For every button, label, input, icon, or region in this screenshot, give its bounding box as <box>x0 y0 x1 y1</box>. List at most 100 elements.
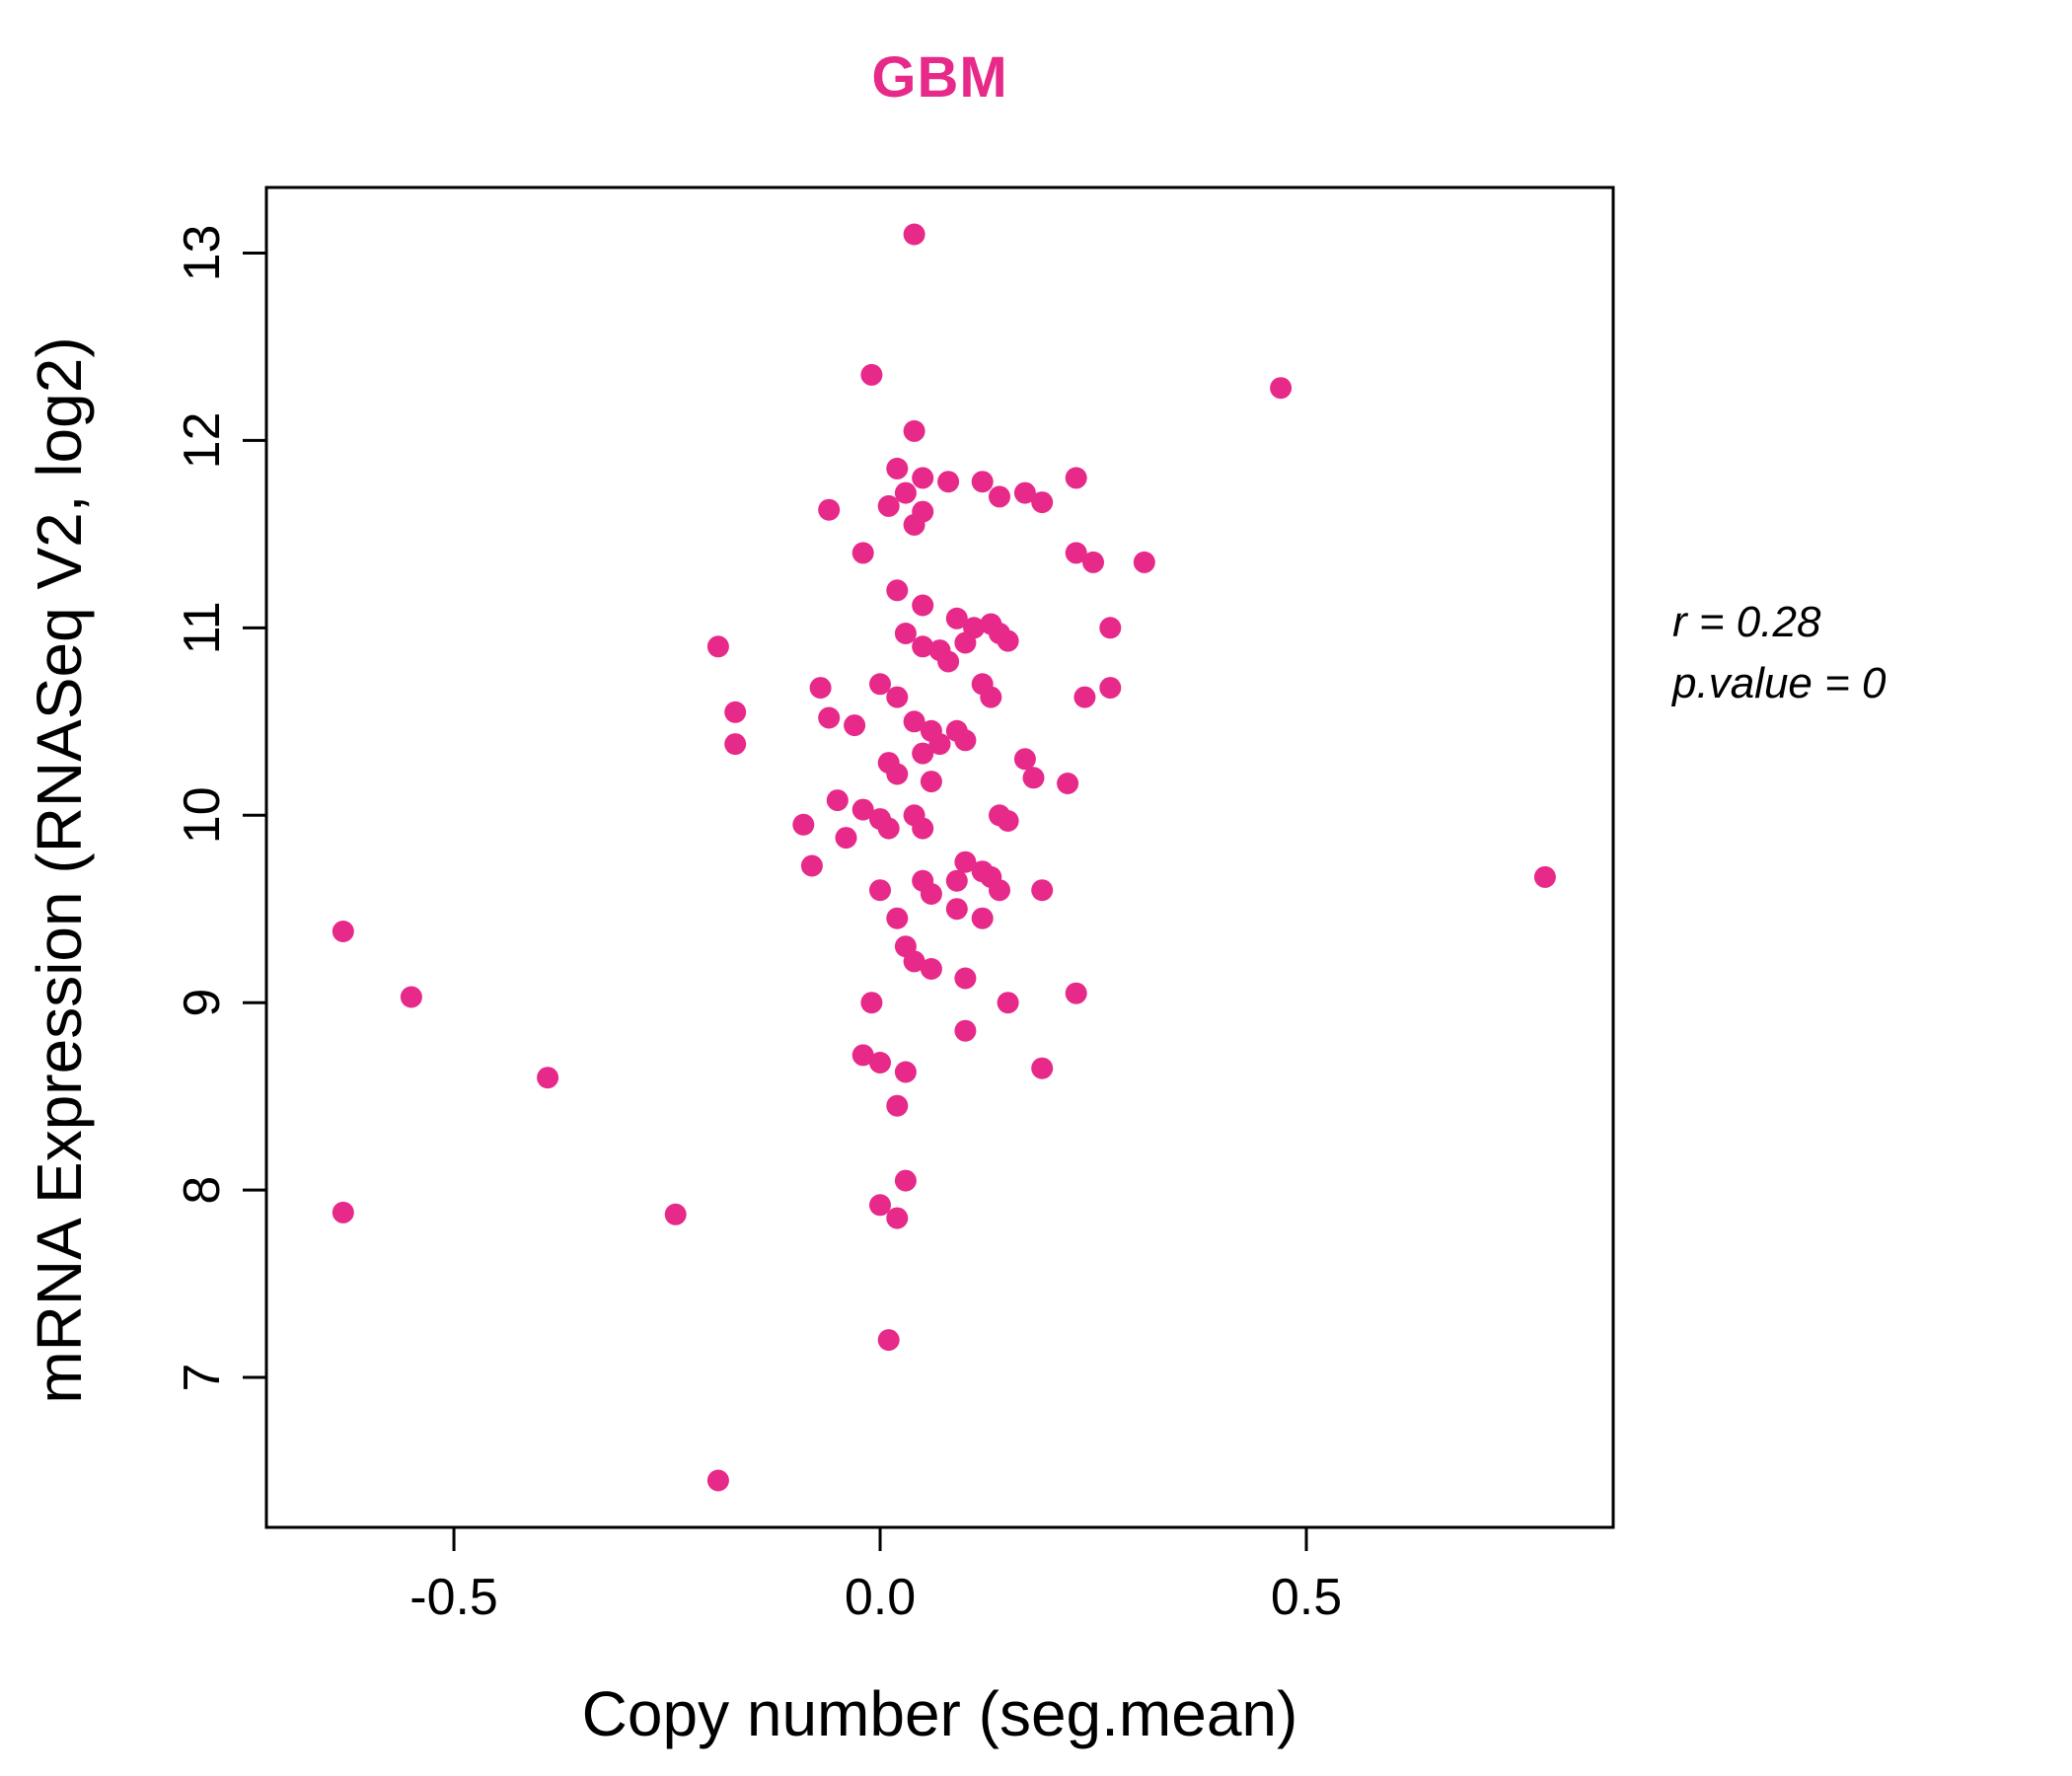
data-point <box>835 827 857 850</box>
data-point <box>989 879 1010 902</box>
data-point <box>928 733 951 756</box>
data-point <box>945 898 968 921</box>
data-point <box>954 851 977 873</box>
data-point <box>1013 748 1036 771</box>
data-point <box>869 1194 891 1217</box>
data-point <box>945 869 968 892</box>
data-point <box>903 419 925 442</box>
data-point <box>912 817 934 840</box>
y-tick-label: 11 <box>174 601 231 654</box>
data-point <box>997 992 1019 1014</box>
data-point <box>664 1203 687 1225</box>
data-point <box>903 223 925 246</box>
data-point <box>332 1201 354 1223</box>
data-point <box>894 623 917 644</box>
data-point <box>851 542 874 564</box>
y-tick-label: 12 <box>174 411 231 469</box>
data-point <box>1031 1057 1054 1079</box>
data-point <box>1099 677 1122 700</box>
data-point <box>886 579 909 602</box>
data-point <box>724 701 747 723</box>
chart-title: GBM <box>871 45 1008 110</box>
data-point <box>920 883 942 905</box>
data-point <box>1065 467 1087 489</box>
data-point <box>1065 982 1087 1004</box>
y-tick-label: 8 <box>174 1176 231 1205</box>
data-point <box>1031 491 1054 514</box>
data-point <box>1082 551 1104 573</box>
data-point <box>997 629 1019 652</box>
data-point <box>1133 551 1155 573</box>
data-point <box>980 686 1002 708</box>
data-point <box>886 763 909 785</box>
data-point <box>920 771 942 793</box>
data-point <box>903 710 925 733</box>
data-point <box>945 607 968 629</box>
data-point <box>971 471 994 493</box>
data-point <box>706 635 729 658</box>
y-tick-label: 10 <box>174 786 231 844</box>
data-point <box>886 907 909 929</box>
data-point <box>971 907 994 929</box>
y-tick-label: 13 <box>174 225 231 282</box>
data-point <box>886 1207 909 1229</box>
data-point <box>894 1061 917 1083</box>
data-point <box>1057 773 1079 794</box>
data-point <box>818 498 841 521</box>
data-point <box>1270 377 1293 400</box>
data-point <box>792 813 815 836</box>
data-point <box>886 1094 909 1117</box>
data-point <box>1031 879 1054 902</box>
data-point <box>954 729 977 752</box>
data-point <box>937 471 960 493</box>
data-point <box>400 986 422 1008</box>
data-point <box>954 1019 977 1042</box>
data-point <box>724 733 747 756</box>
data-point <box>886 457 909 480</box>
y-axis-label: mRNA Expression (RNASeq V2, log2) <box>24 336 95 1404</box>
data-point <box>818 706 841 729</box>
data-point <box>954 967 977 990</box>
data-point <box>332 921 354 942</box>
data-point <box>860 992 883 1014</box>
data-point <box>869 673 891 696</box>
data-point <box>809 677 832 700</box>
y-tick-label: 9 <box>174 989 231 1017</box>
data-point <box>912 635 934 658</box>
correlation-p-value: p.value = 0 <box>1672 659 1887 707</box>
data-point <box>937 650 960 673</box>
correlation-annotation: r = 0.28 p.value = 0 <box>1672 592 1887 714</box>
x-tick-label: 0.5 <box>1271 1569 1342 1626</box>
x-axis-label: Copy number (seg.mean) <box>581 1678 1298 1749</box>
data-point <box>894 1169 917 1192</box>
data-point <box>920 958 942 980</box>
data-point <box>1022 767 1045 789</box>
data-point <box>912 742 934 765</box>
data-point <box>851 1044 874 1067</box>
data-point <box>886 686 909 708</box>
data-point <box>997 810 1019 832</box>
data-point <box>1073 686 1096 708</box>
data-point <box>869 879 891 902</box>
data-point <box>1065 542 1087 564</box>
data-point <box>877 494 900 517</box>
data-point <box>869 1052 891 1073</box>
data-point <box>851 798 874 821</box>
data-point <box>1533 865 1556 888</box>
plot-border <box>264 185 1615 1529</box>
data-point <box>912 594 934 617</box>
data-point <box>844 714 866 737</box>
data-point <box>706 1469 729 1492</box>
data-point <box>912 467 934 489</box>
y-tick-label: 7 <box>174 1364 231 1392</box>
x-tick-label: -0.5 <box>409 1569 498 1626</box>
data-point <box>877 1329 900 1352</box>
data-point <box>826 789 849 812</box>
data-point <box>989 485 1010 508</box>
data-point <box>894 481 917 504</box>
data-point <box>954 631 977 654</box>
data-point <box>800 854 823 877</box>
data-point <box>537 1067 559 1089</box>
